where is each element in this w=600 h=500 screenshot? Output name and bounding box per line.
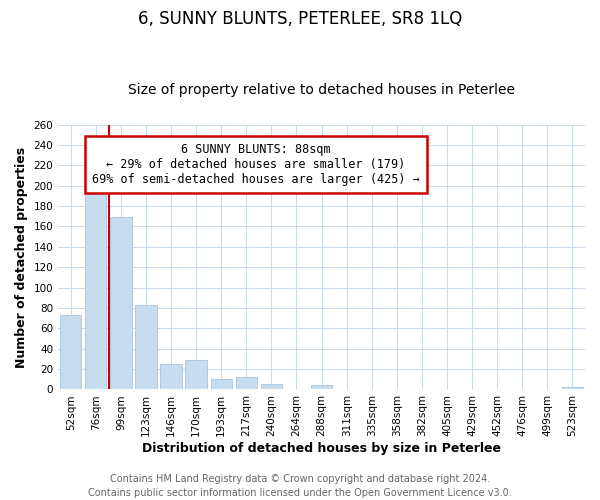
Bar [236, 377, 257, 390]
Text: 6 SUNNY BLUNTS: 88sqm
← 29% of detached houses are smaller (179)
69% of semi-det: 6 SUNNY BLUNTS: 88sqm ← 29% of detached … [92, 143, 419, 186]
Text: Contains HM Land Registry data © Crown copyright and database right 2024.
Contai: Contains HM Land Registry data © Crown c… [88, 474, 512, 498]
Bar [160, 364, 182, 390]
Bar [85, 180, 106, 390]
Bar [311, 386, 332, 390]
Y-axis label: Number of detached properties: Number of detached properties [15, 146, 28, 368]
Bar [261, 384, 282, 390]
Bar [185, 360, 207, 390]
Bar [136, 305, 157, 390]
Text: 6, SUNNY BLUNTS, PETERLEE, SR8 1LQ: 6, SUNNY BLUNTS, PETERLEE, SR8 1LQ [138, 10, 462, 28]
Bar [60, 315, 82, 390]
Title: Size of property relative to detached houses in Peterlee: Size of property relative to detached ho… [128, 83, 515, 97]
Bar [110, 218, 131, 390]
Bar [562, 388, 583, 390]
Bar [211, 380, 232, 390]
X-axis label: Distribution of detached houses by size in Peterlee: Distribution of detached houses by size … [142, 442, 501, 455]
